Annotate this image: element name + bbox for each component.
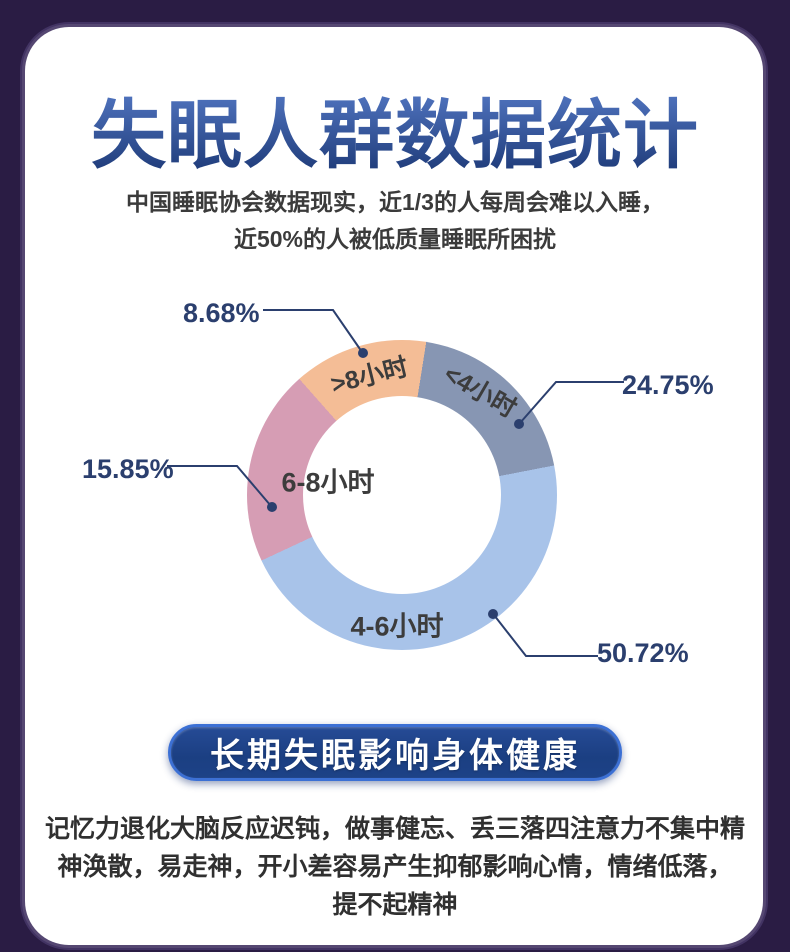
callout-line-gt8: [263, 309, 363, 353]
percent-label-6-8h: 15.85%: [82, 454, 174, 484]
banner-pill-button[interactable]: 长期失眠影响身体健康: [168, 724, 622, 781]
body-text: 记忆力退化大脑反应迟钝，做事健忘、丢三落四注意力不集中精 神涣散，易走神，开小差…: [40, 810, 750, 924]
percent-label-gt8h: 8.68%: [183, 298, 260, 328]
percent-label-lt4h: 24.75%: [622, 370, 714, 400]
body-line-3: 提不起精神: [332, 891, 458, 919]
slice-label-4-6h: 4-6小时: [350, 611, 444, 642]
percent-label-4-6h: 50.72%: [597, 638, 689, 668]
subtitle-line-2: 近50%的人被低质量睡眠所困扰: [233, 226, 557, 252]
subtitle-line-1: 中国睡眠协会数据现实，近1/3的人每周会难以入睡，: [126, 189, 664, 215]
subtitle: 中国睡眠协会数据现实，近1/3的人每周会难以入睡， 近50%的人被低质量睡眠所困…: [0, 184, 790, 258]
donut-hole: [303, 396, 501, 594]
body-line-2: 神涣散，易走神，开小差容易产生抑郁影响心情，情绪低落，: [57, 853, 733, 881]
page-title: 失眠人群数据统计: [0, 74, 790, 183]
slice-label-6-8h: 6-8小时: [281, 467, 375, 498]
callout-line-h46: [493, 614, 598, 657]
body-line-1: 记忆力退化大脑反应迟钝，做事健忘、丢三落四注意力不集中精: [44, 815, 745, 843]
banner-label: 长期失眠影响身体健康: [210, 737, 580, 775]
